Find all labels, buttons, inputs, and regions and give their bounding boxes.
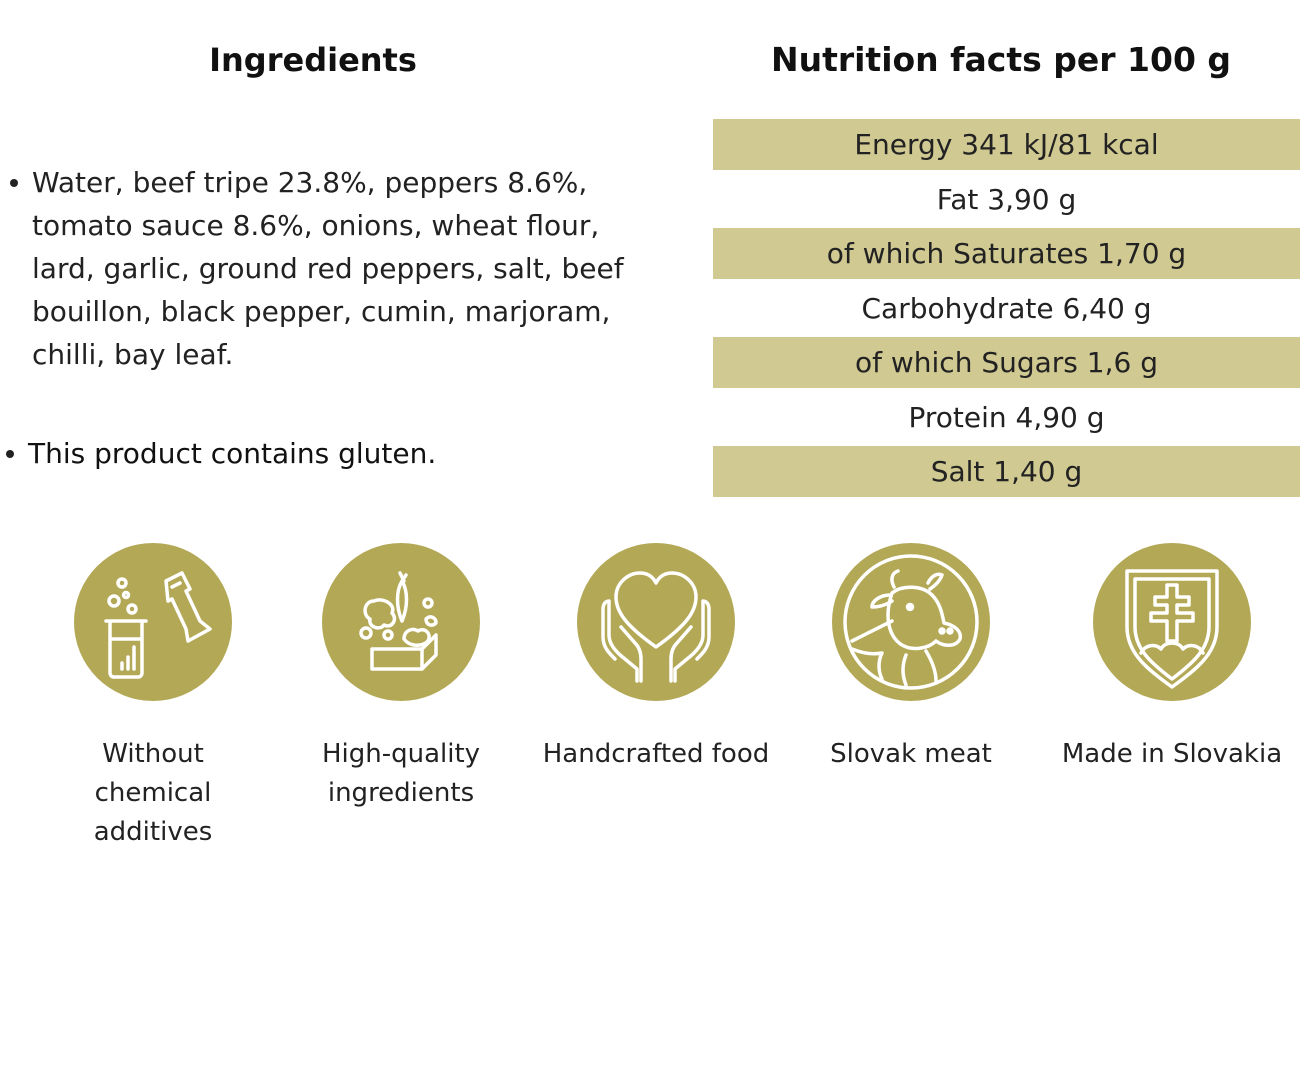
allergen-list: This product contains gluten. [0,432,660,475]
feature-label: Slovak meat [830,739,992,769]
feature-handcrafted: Handcrafted food [526,543,786,774]
feature-no-additives: Without chemical additives [23,543,283,852]
feature-quality-ingredients: High-quality ingredients [271,543,531,813]
nutrition-row-fat: Fat 3,90 g [936,182,1077,216]
feature-label: High-quality ingredients [321,739,481,808]
feature-slovak-meat: Slovak meat [781,543,1041,774]
ingredients-list: Water, beef tripe 23.8%, peppers 8.6%, t… [4,161,664,376]
ingredients-title: Ingredients [209,41,417,79]
cow-pig-icon [832,543,990,701]
feature-label: Handcrafted food [542,739,770,769]
nutrition-row-saturates: of which Saturates 1,70 g [713,228,1300,279]
nutrition-title: Nutrition facts per 100 g [770,40,1232,79]
nutrition-row-sugars: of which Sugars 1,6 g [713,337,1300,388]
allergen-note: This product contains gluten. [0,432,660,475]
feature-made-in-slovakia: Made in Slovakia [1042,543,1300,774]
nutrition-row-carbohydrate: Carbohydrate 6,40 g [861,291,1152,325]
nutrition-row-protein: Protein 4,90 g [908,400,1105,434]
vegetables-icon [322,543,480,701]
slovak-coat-of-arms-icon [1093,543,1251,701]
nutrition-table: Energy 341 kJ/81 kcal Fat 3,90 g of whic… [713,119,1300,501]
lab-flask-icon [74,543,232,701]
nutrition-row-energy: Energy 341 kJ/81 kcal [713,119,1300,170]
ingredients-text: Water, beef tripe 23.8%, peppers 8.6%, t… [4,161,664,376]
feature-label: Without chemical additives [93,739,213,847]
nutrition-row-salt: Salt 1,40 g [713,446,1300,497]
heart-hands-icon [577,543,735,701]
feature-label: Made in Slovakia [1061,739,1283,769]
